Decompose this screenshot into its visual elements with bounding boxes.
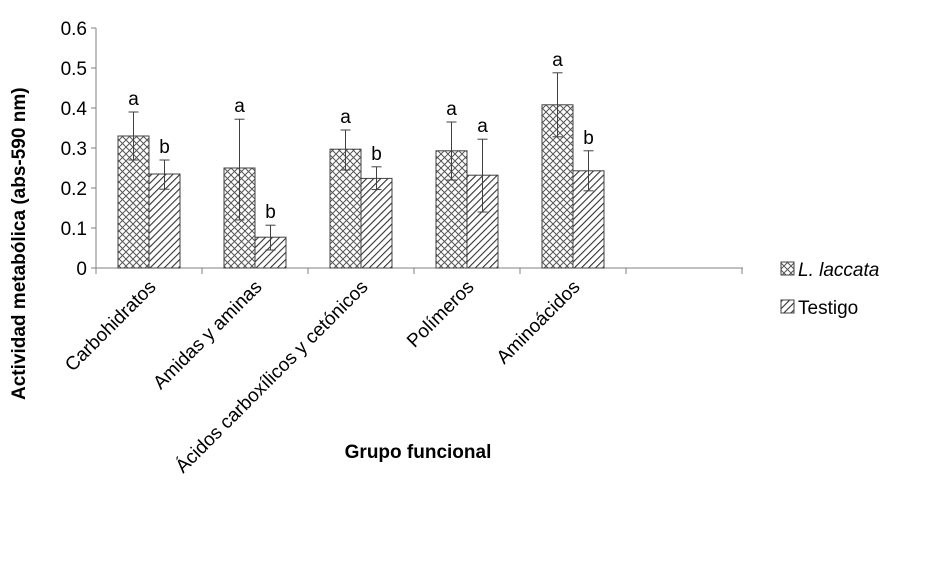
y-tick-label: 0.3 — [61, 139, 87, 160]
significance-letter: a — [234, 96, 245, 117]
bar-l-laccata — [117, 135, 150, 269]
category-label: Carbohidratos — [61, 277, 160, 376]
y-tick-label: 0.5 — [61, 59, 87, 80]
significance-letter: b — [265, 202, 276, 223]
significance-letter: b — [583, 128, 594, 149]
error-bars-layer — [128, 72, 594, 251]
category-label: Polímeros — [403, 277, 478, 352]
category-label: Amidas y aminas — [149, 277, 266, 394]
legend-label: Testigo — [798, 298, 858, 319]
category-label: Aminoácidos — [493, 277, 585, 369]
significance-letter: a — [128, 89, 139, 110]
x-axis — [95, 267, 743, 274]
category-label: Ácidos carboxílicos y cetónicos — [172, 277, 373, 478]
legend: L. laccata Testigo — [780, 260, 879, 319]
legend-label: L. laccata — [798, 260, 879, 281]
x-axis-title: Grupo funcional — [345, 442, 492, 463]
bar-testigo — [360, 177, 393, 269]
significance-letter: a — [477, 116, 488, 137]
significance-letter: b — [159, 137, 170, 158]
y-tick-label: 0.6 — [61, 19, 87, 40]
y-tick-label: 0 — [76, 259, 87, 280]
bars-layer — [117, 104, 605, 269]
y-tick-label: 0.2 — [61, 179, 87, 200]
significance-letter: a — [340, 107, 351, 128]
legend-swatch-l-laccata — [780, 261, 795, 276]
significance-letter: a — [552, 50, 563, 71]
significance-letter: b — [371, 144, 382, 165]
significance-letter: a — [446, 99, 457, 120]
legend-swatch-testigo — [780, 299, 795, 314]
y-axis-title: Actividad metabólica (abs-590 nm) — [9, 87, 30, 400]
y-tick-label: 0.1 — [61, 219, 87, 240]
y-tick-label: 0.4 — [61, 99, 88, 120]
y-axis: 0 0.1 0.2 0.3 0.4 0.5 0.6 — [61, 19, 97, 280]
